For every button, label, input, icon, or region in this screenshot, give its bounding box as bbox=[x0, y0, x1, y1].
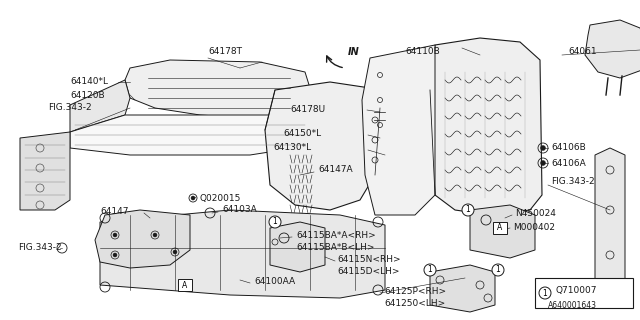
Text: 64106A: 64106A bbox=[551, 158, 586, 167]
Text: FIG.343-2: FIG.343-2 bbox=[48, 103, 92, 113]
Text: Q710007: Q710007 bbox=[555, 285, 596, 294]
Text: 64147A: 64147A bbox=[318, 165, 353, 174]
Polygon shape bbox=[430, 265, 495, 312]
Text: Q020015: Q020015 bbox=[200, 194, 241, 203]
Text: FIG.343-2: FIG.343-2 bbox=[18, 244, 61, 252]
Text: 64125P<RH>: 64125P<RH> bbox=[384, 287, 446, 297]
Text: 1: 1 bbox=[495, 266, 500, 275]
Text: 64110B: 64110B bbox=[405, 47, 440, 57]
Text: A: A bbox=[497, 223, 502, 233]
Text: 64115N<RH>: 64115N<RH> bbox=[337, 255, 401, 265]
Polygon shape bbox=[585, 20, 640, 78]
Circle shape bbox=[424, 264, 436, 276]
Text: M000402: M000402 bbox=[513, 222, 555, 231]
Text: 64147: 64147 bbox=[100, 207, 129, 217]
Circle shape bbox=[113, 233, 117, 237]
Text: 1: 1 bbox=[428, 266, 433, 275]
Text: 64150*L: 64150*L bbox=[283, 129, 321, 138]
Text: 641250<LH>: 641250<LH> bbox=[384, 300, 445, 308]
Circle shape bbox=[541, 161, 545, 165]
Polygon shape bbox=[595, 148, 625, 292]
Circle shape bbox=[462, 204, 474, 216]
Polygon shape bbox=[20, 132, 70, 210]
Text: 1: 1 bbox=[543, 289, 547, 298]
Text: A: A bbox=[182, 281, 188, 290]
Text: 64140*L: 64140*L bbox=[70, 77, 108, 86]
Polygon shape bbox=[70, 80, 130, 132]
Text: 64178U: 64178U bbox=[290, 106, 325, 115]
Circle shape bbox=[113, 253, 117, 257]
Text: 64103A: 64103A bbox=[222, 205, 257, 214]
Bar bbox=[178, 279, 192, 291]
Polygon shape bbox=[95, 210, 190, 268]
Polygon shape bbox=[470, 205, 535, 258]
Circle shape bbox=[269, 216, 281, 228]
Circle shape bbox=[539, 287, 551, 299]
Text: 64100AA: 64100AA bbox=[254, 277, 295, 286]
Polygon shape bbox=[265, 82, 380, 210]
Text: 64115BA*A<RH>: 64115BA*A<RH> bbox=[296, 230, 376, 239]
Polygon shape bbox=[70, 115, 310, 155]
Circle shape bbox=[191, 196, 195, 200]
Text: 64106B: 64106B bbox=[551, 143, 586, 153]
Polygon shape bbox=[125, 60, 310, 118]
Bar bbox=[535, 278, 633, 308]
Text: 64115D<LH>: 64115D<LH> bbox=[337, 268, 399, 276]
Text: FIG.343-2: FIG.343-2 bbox=[551, 178, 595, 187]
Polygon shape bbox=[100, 210, 385, 298]
Text: 1: 1 bbox=[273, 218, 277, 227]
Circle shape bbox=[173, 250, 177, 254]
Circle shape bbox=[153, 233, 157, 237]
Text: A640001643: A640001643 bbox=[548, 300, 597, 309]
Text: 64120B: 64120B bbox=[70, 91, 104, 100]
Polygon shape bbox=[270, 222, 325, 272]
Circle shape bbox=[492, 264, 504, 276]
Text: 64130*L: 64130*L bbox=[273, 143, 311, 153]
Text: 64061: 64061 bbox=[568, 47, 596, 57]
Text: 64115BA*B<LH>: 64115BA*B<LH> bbox=[296, 244, 374, 252]
Bar bbox=[493, 222, 507, 234]
Text: IN: IN bbox=[348, 47, 360, 57]
Text: N450024: N450024 bbox=[515, 209, 556, 218]
Polygon shape bbox=[362, 45, 435, 215]
Text: 64178T: 64178T bbox=[208, 47, 242, 57]
Polygon shape bbox=[430, 38, 542, 215]
Text: 1: 1 bbox=[466, 205, 470, 214]
Circle shape bbox=[541, 146, 545, 150]
